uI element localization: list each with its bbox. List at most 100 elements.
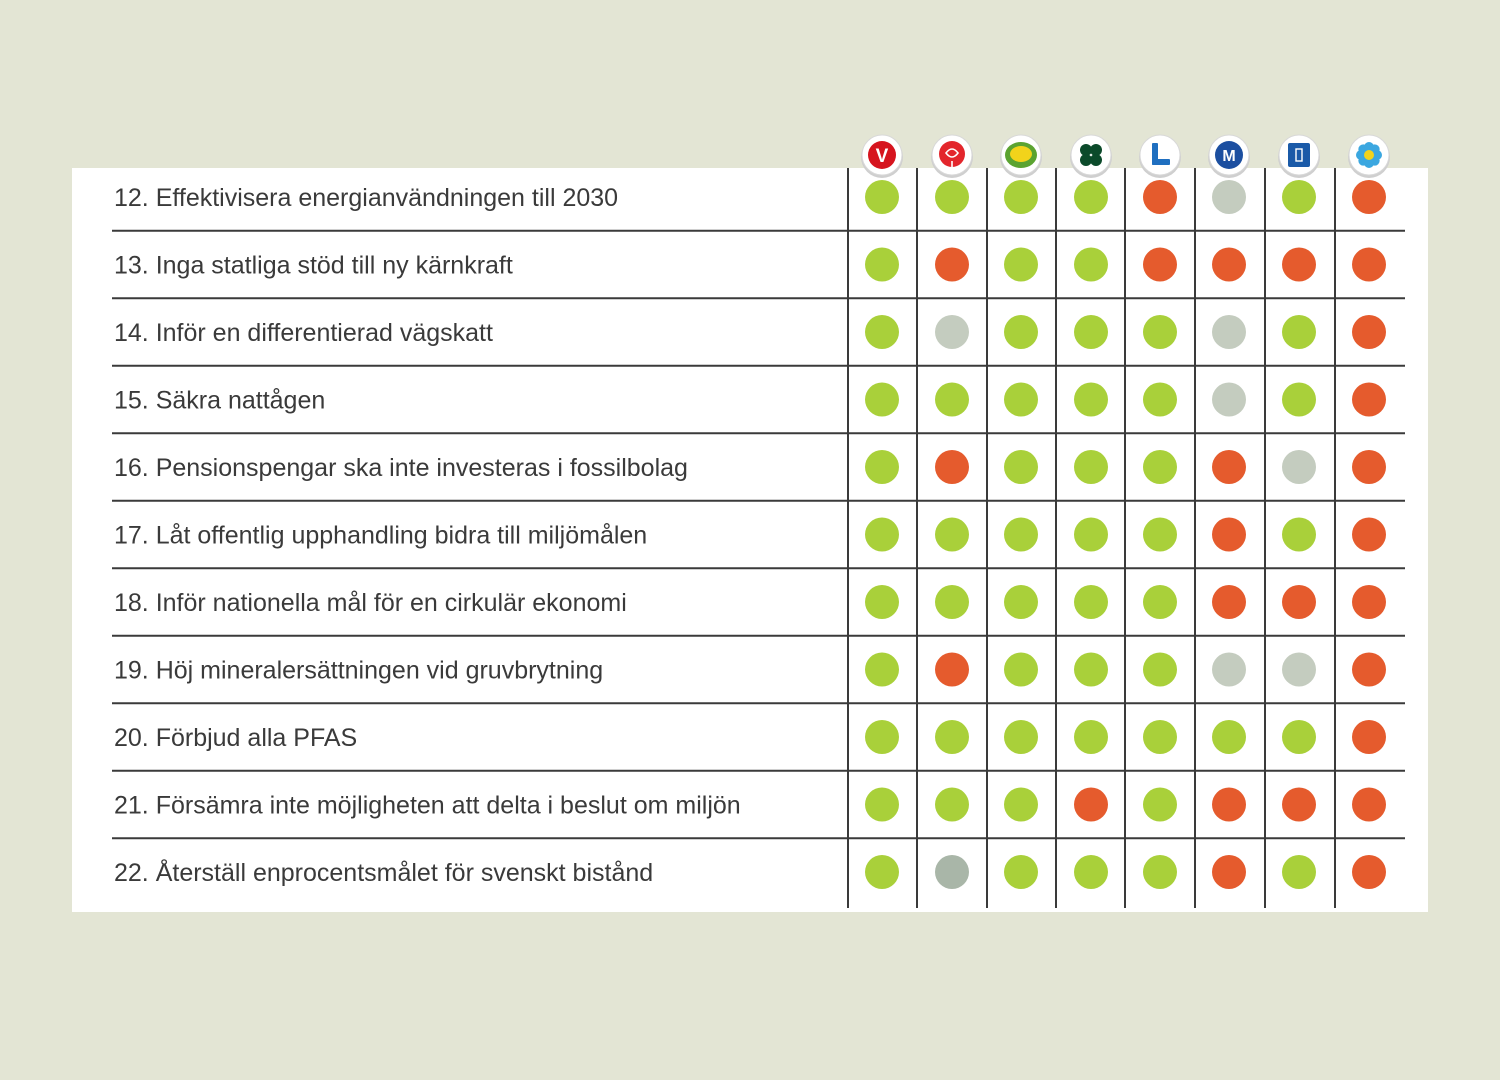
position-dot	[935, 585, 969, 619]
position-dot	[1282, 382, 1316, 417]
position-dot	[1074, 720, 1108, 754]
v-party-logo-icon	[868, 141, 896, 169]
c-clover-logo-icon	[1090, 154, 1102, 166]
row-label: 22. Återställ enprocentsmålet för svensk…	[114, 857, 653, 887]
position-dot	[1074, 855, 1108, 889]
kd-mark	[1295, 148, 1303, 162]
position-dot	[1143, 315, 1177, 349]
position-dot	[1352, 517, 1386, 552]
s-rose-logo-icon	[939, 141, 965, 167]
position-dot	[1352, 247, 1386, 282]
m-party-logo-icon	[1215, 141, 1243, 169]
position-dot	[1352, 787, 1386, 822]
position-dot	[1004, 517, 1038, 552]
position-dot	[935, 787, 969, 822]
position-dot	[865, 787, 899, 822]
flower-center	[1364, 150, 1374, 160]
position-dot	[865, 315, 899, 349]
position-dot	[865, 652, 899, 687]
position-dot	[1212, 450, 1246, 484]
position-dot	[1352, 652, 1386, 687]
position-dot	[1143, 382, 1177, 417]
position-dot	[1004, 585, 1038, 619]
position-dot	[1143, 247, 1177, 282]
position-dot	[1004, 787, 1038, 822]
position-dot	[1352, 315, 1386, 349]
position-dot	[1282, 787, 1316, 822]
row-label: 15. Säkra nattågen	[114, 387, 325, 415]
position-dot	[1143, 855, 1177, 889]
position-dot	[1212, 720, 1246, 754]
position-dot	[1004, 450, 1038, 484]
position-dot	[1212, 652, 1246, 687]
sunflower-center	[1010, 146, 1032, 162]
position-dot	[1212, 585, 1246, 619]
row-label: 14. Inför en differentierad vägskatt	[114, 319, 493, 347]
position-dot	[935, 247, 969, 282]
position-dot	[1004, 652, 1038, 687]
logo-letter: V	[876, 146, 889, 167]
position-dot	[1004, 247, 1038, 282]
position-dot	[1282, 720, 1316, 754]
position-dot	[1143, 517, 1177, 552]
position-dot	[935, 450, 969, 484]
position-dot	[1143, 585, 1177, 619]
position-dot	[865, 247, 899, 282]
position-dot	[1004, 315, 1038, 349]
position-dot	[1282, 855, 1316, 889]
position-dot	[1074, 787, 1108, 822]
position-dot	[1282, 315, 1316, 349]
position-dot	[1282, 247, 1316, 282]
position-dot	[865, 585, 899, 619]
position-dot	[1212, 382, 1246, 417]
position-dot	[935, 517, 969, 552]
position-dot	[865, 450, 899, 484]
position-dot	[1352, 585, 1386, 619]
position-dot	[935, 315, 969, 349]
c-clover-logo-icon	[1090, 144, 1102, 156]
position-dot	[1004, 720, 1038, 754]
c-clover-logo-icon	[1080, 144, 1092, 156]
c-clover-logo-icon	[1080, 154, 1092, 166]
position-dot	[1212, 787, 1246, 822]
position-dot	[1004, 855, 1038, 889]
position-dot	[1352, 180, 1386, 214]
position-dot	[1352, 720, 1386, 754]
position-dot	[1074, 517, 1108, 552]
position-dot	[1074, 652, 1108, 687]
position-dot	[1282, 652, 1316, 687]
position-dot	[1212, 180, 1246, 214]
position-dot	[1352, 382, 1386, 417]
position-dot	[865, 382, 899, 417]
position-dot	[1212, 315, 1246, 349]
policy-table-panel	[72, 168, 1428, 912]
kd-party-logo-icon	[1288, 143, 1310, 167]
position-dot	[1004, 180, 1038, 214]
position-dot	[1282, 585, 1316, 619]
position-dot	[935, 855, 969, 889]
position-dot	[1074, 315, 1108, 349]
position-dot	[1074, 450, 1108, 484]
row-label: 21. Försämra inte möjligheten att delta …	[114, 792, 741, 820]
logo-badge	[1070, 134, 1112, 176]
position-dot	[1282, 180, 1316, 214]
position-dot	[1143, 787, 1177, 822]
position-dot	[865, 855, 899, 889]
position-dot	[1212, 247, 1246, 282]
logo-badge	[1139, 134, 1181, 176]
logo-letter: M	[1222, 148, 1235, 165]
rose-petal	[944, 148, 960, 158]
position-dot	[865, 517, 899, 552]
position-dot	[1143, 652, 1177, 687]
position-dot	[1074, 382, 1108, 417]
position-dot	[1143, 720, 1177, 754]
l-foot	[1152, 159, 1170, 165]
row-label: 20. Förbjud alla PFAS	[114, 724, 357, 752]
position-dot	[935, 720, 969, 754]
row-label: 16. Pensionspengar ska inte investeras i…	[114, 454, 688, 482]
position-dot	[1282, 517, 1316, 552]
position-dot	[1074, 180, 1108, 214]
position-dot	[1143, 450, 1177, 484]
position-dot	[1074, 247, 1108, 282]
